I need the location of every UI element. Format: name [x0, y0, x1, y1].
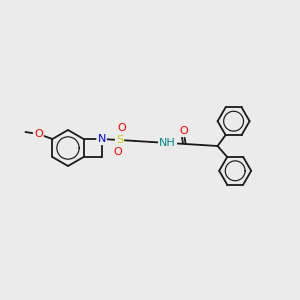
Text: O: O — [179, 126, 188, 136]
Text: O: O — [34, 129, 43, 139]
Text: NH: NH — [159, 138, 176, 148]
Text: N: N — [98, 134, 106, 144]
Text: S: S — [116, 135, 123, 145]
Text: O: O — [117, 123, 126, 133]
Text: O: O — [113, 147, 122, 157]
